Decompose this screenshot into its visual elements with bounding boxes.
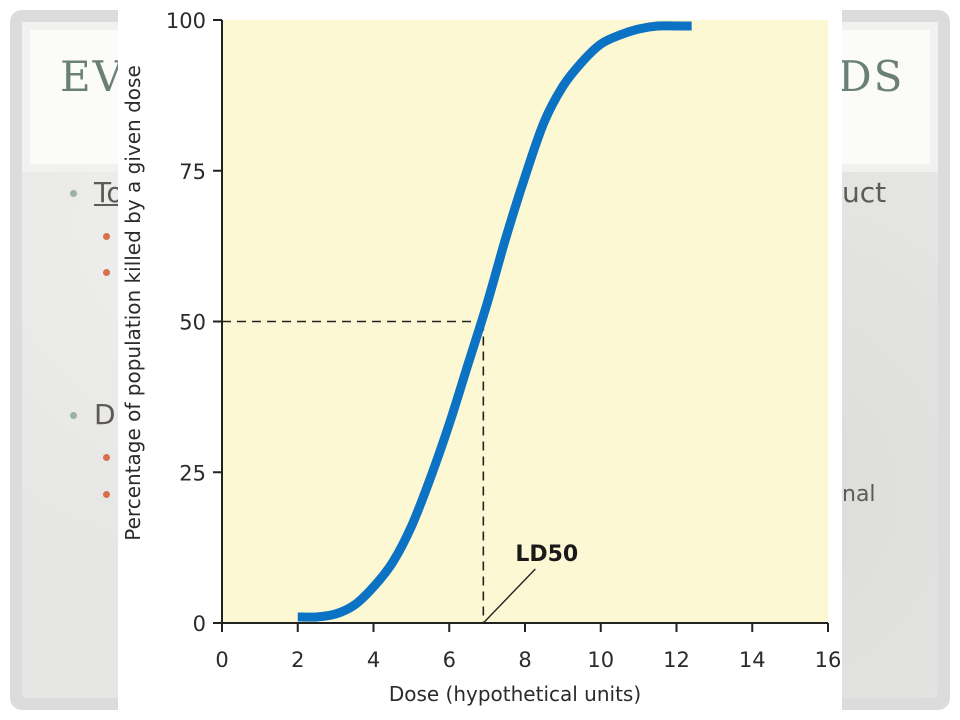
- x-tick-label: 0: [215, 648, 228, 672]
- x-axis-title: Dose (hypothetical units): [389, 682, 641, 706]
- series-line: [297, 21, 692, 622]
- sub-bullet-dot: [103, 269, 110, 276]
- annotation-leader: [482, 568, 536, 624]
- slide-title-left: EV: [60, 52, 125, 101]
- plot-background: [222, 20, 828, 623]
- y-tick-label: 50: [179, 311, 206, 335]
- sub-bullet-dot: [103, 454, 110, 461]
- sub-bullet-dot: [103, 491, 110, 498]
- x-tick-label: 4: [367, 648, 380, 672]
- sub-bullet-dot: [103, 233, 110, 240]
- bullet-dot: [70, 190, 77, 197]
- y-tick-label: 0: [193, 612, 206, 636]
- x-tick-label: 10: [587, 648, 614, 672]
- x-tick-label: 16: [815, 648, 842, 672]
- y-tick-label: 75: [179, 160, 206, 184]
- bullet-text-2: D: [94, 398, 116, 431]
- x-tick-label: 6: [443, 648, 456, 672]
- slide-title-right: DS: [838, 52, 905, 101]
- y-tick-label: 100: [166, 9, 206, 33]
- bullet-dot: [70, 412, 77, 419]
- annotation-label: LD50: [515, 542, 578, 567]
- x-tick-label: 12: [663, 648, 690, 672]
- y-axis-title: Percentage of population killed by a giv…: [121, 65, 145, 540]
- bullet-trailing-text: nal: [842, 482, 876, 507]
- y-tick-label: 25: [179, 461, 206, 485]
- x-tick-label: 14: [739, 648, 766, 672]
- x-tick-label: 2: [291, 648, 304, 672]
- x-tick-label: 8: [518, 648, 531, 672]
- bullet-text-1-end: uct: [842, 176, 887, 209]
